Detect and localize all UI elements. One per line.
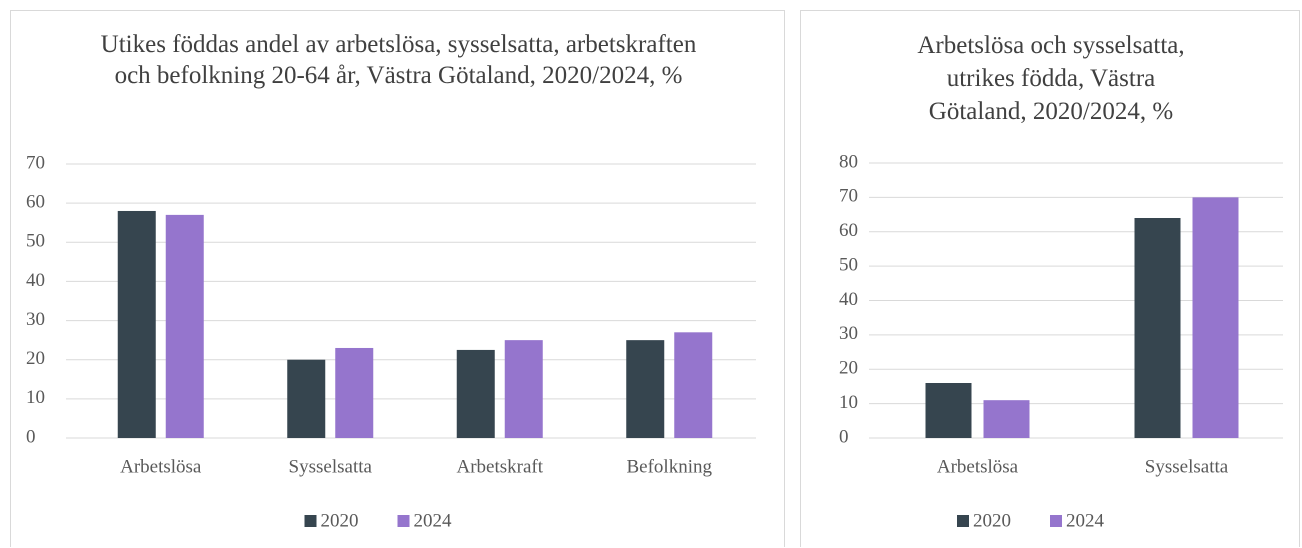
legend-label: 2020 (321, 510, 359, 531)
bar (456, 349, 495, 438)
x-tick-label: Sysselsatta (1145, 456, 1229, 477)
y-tick-label: 60 (839, 220, 858, 241)
y-tick-label: 40 (839, 289, 858, 310)
chart: 0 10 20 30 40 50 60 70 Arbetslösa Sysselsatta Arbe… (26, 152, 756, 531)
y-tick-label: 60 (26, 192, 45, 213)
bar (674, 332, 713, 438)
y-tick-label: 20 (26, 348, 45, 369)
y-tick-label: 80 (839, 151, 858, 172)
chart-title: Utikes föddas andel av arbetslösa, sysse… (100, 31, 697, 89)
x-tick-label: Befolkning (627, 456, 713, 477)
x-tick-label: Arbetskraft (456, 456, 543, 477)
x-tick-label: Arbetslösa (120, 456, 202, 477)
legend-label: 2024 (414, 510, 453, 531)
y-tick-label: 10 (26, 387, 45, 408)
y-tick-label: 10 (839, 392, 858, 413)
legend-label: 2024 (1066, 510, 1105, 531)
y-tick-label: 50 (839, 254, 858, 275)
bar (335, 347, 374, 438)
y-tick-label: 40 (26, 270, 45, 291)
y-tick-label: 50 (26, 231, 45, 252)
legend-swatch (397, 515, 410, 527)
chart-panel: Arbetslösa och sysselsatta, utrikes född… (800, 10, 1300, 547)
y-tick-label: 0 (26, 426, 36, 447)
chart-title: Arbetslösa och sysselsatta, utrikes född… (917, 32, 1185, 125)
legend-swatch (1050, 515, 1062, 527)
y-tick-label: 0 (839, 426, 849, 447)
bar (1192, 197, 1239, 438)
y-tick-label: 30 (26, 309, 45, 330)
legend-swatch (304, 515, 317, 527)
legend-label: 2020 (973, 510, 1011, 531)
chart-panel: Utikes föddas andel av arbetslösa, sysse… (10, 10, 785, 547)
y-tick-label: 70 (26, 152, 45, 173)
y-tick-label: 70 (839, 186, 858, 207)
x-tick-label: Arbetslösa (937, 456, 1019, 477)
bar (626, 340, 665, 438)
bar (983, 400, 1030, 438)
bar (504, 340, 543, 438)
bar (165, 214, 204, 438)
legend-swatch (957, 515, 969, 527)
bar (925, 383, 972, 438)
bar (287, 359, 326, 438)
bar (117, 210, 156, 438)
bar (1134, 218, 1181, 438)
chart: 0 10 20 30 40 50 60 70 80 Arbetslösa Sysselsatta 20… (839, 151, 1283, 531)
y-tick-label: 20 (839, 358, 858, 379)
x-tick-label: Sysselsatta (289, 456, 373, 477)
y-tick-label: 30 (839, 323, 858, 344)
